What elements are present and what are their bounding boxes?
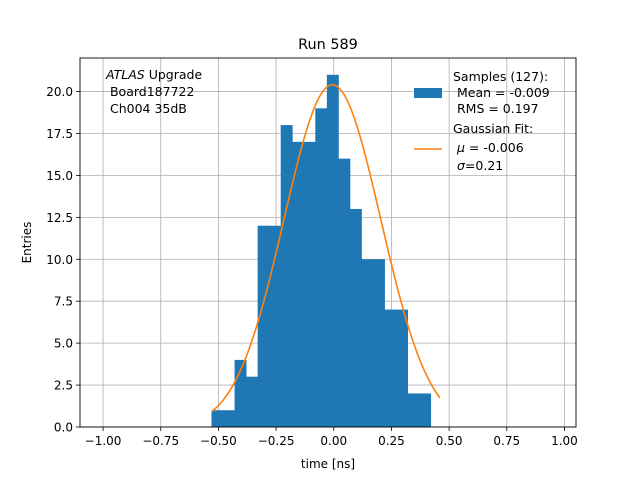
annotation-line-2: Board187722 xyxy=(106,84,194,99)
annotation-line-3: Ch004 35dB xyxy=(106,101,187,116)
histogram-bar-5 xyxy=(269,225,282,427)
x-tick-label-4: 0.00 xyxy=(320,434,347,448)
histogram-bar-13 xyxy=(361,259,374,427)
x-tick-label-8: 1.00 xyxy=(551,434,578,448)
histogram-bar-8 xyxy=(303,141,316,427)
histogram-bar-2 xyxy=(234,359,247,427)
annotation-line-1: ATLAS Upgrade xyxy=(105,67,202,82)
legend-samples-title: Samples (127): xyxy=(453,69,548,84)
histogram-bar-12 xyxy=(349,208,362,427)
legend-mu-symbol: μ xyxy=(456,140,465,155)
annotation-atlas: ATLAS xyxy=(105,67,145,82)
y-tick-label-4: 10.0 xyxy=(46,253,73,267)
histogram-bar-1 xyxy=(223,410,235,427)
x-tick-label-5: 0.25 xyxy=(378,434,405,448)
x-tick-label-7: 0.75 xyxy=(493,434,520,448)
legend-fit-sigma: σ=0.21 xyxy=(457,158,503,173)
histogram-bar-18 xyxy=(419,393,432,427)
histogram-bar-10 xyxy=(326,74,339,427)
gaussian-fit-line xyxy=(210,84,441,413)
x-tick-label-2: −0.50 xyxy=(200,434,237,448)
histogram-bar-0 xyxy=(211,410,224,427)
histogram-bar-6 xyxy=(280,125,293,427)
y-tick-label-5: 12.5 xyxy=(46,211,73,225)
y-tick-label-0: 0.0 xyxy=(54,421,73,435)
histogram-bar-4 xyxy=(257,225,270,427)
annotation-upgrade: Upgrade xyxy=(145,67,203,82)
histogram-bar-7 xyxy=(292,141,305,427)
y-tick-label-8: 20.0 xyxy=(46,85,73,99)
histogram-bar-11 xyxy=(338,158,351,428)
legend-samples-swatch xyxy=(414,88,442,98)
x-tick-label-1: −0.75 xyxy=(142,434,179,448)
legend-sigma-symbol: σ xyxy=(457,158,466,173)
chart-title: Run 589 xyxy=(298,37,358,53)
legend-fit-title: Gaussian Fit: xyxy=(453,121,533,136)
histogram-bar-17 xyxy=(407,393,420,427)
y-axis-label: Entries xyxy=(20,222,34,264)
axes-frame xyxy=(79,57,577,428)
legend-samples-mean: Mean = -0.009 xyxy=(453,85,550,100)
legend-mu-value: = -0.006 xyxy=(465,140,524,155)
x-tick-label-6: 0.50 xyxy=(436,434,463,448)
y-tick-label-3: 7.5 xyxy=(54,295,73,309)
y-tick-label-7: 17.5 xyxy=(46,127,73,141)
histogram-bar-9 xyxy=(315,108,328,428)
x-axis-ticks: −1.00 −0.75 −0.50 −0.25 0.00 0.25 0.50 0.75 1.00 xyxy=(85,427,578,448)
y-tick-label-1: 2.5 xyxy=(54,379,73,393)
x-axis-label: time [ns] xyxy=(301,457,355,471)
legend: Samples (127): Mean = -0.009 RMS = 0.197… xyxy=(414,69,550,173)
x-tick-label-3: −0.25 xyxy=(258,434,295,448)
histogram-bars xyxy=(211,74,432,428)
legend-samples-rms: RMS = 0.197 xyxy=(453,101,539,116)
legend-fit-mu: μ = -0.006 xyxy=(456,140,524,155)
histogram-bar-15 xyxy=(384,309,397,427)
legend-sigma-value: =0.21 xyxy=(465,158,503,173)
histogram-bar-3 xyxy=(246,376,259,427)
y-tick-label-6: 15.0 xyxy=(46,169,73,183)
atlas-annotation: ATLAS Upgrade Board187722 Ch004 35dB xyxy=(105,67,202,116)
y-axis-ticks: 0.0 2.5 5.0 7.5 10.0 12.5 15.0 17.5 20.0 xyxy=(46,85,80,435)
histogram-bar-16 xyxy=(396,309,408,427)
histogram-bar-14 xyxy=(372,259,385,427)
y-tick-label-2: 5.0 xyxy=(54,337,73,351)
gaussian-fit-curve xyxy=(210,84,441,413)
x-tick-label-0: −1.00 xyxy=(85,434,122,448)
